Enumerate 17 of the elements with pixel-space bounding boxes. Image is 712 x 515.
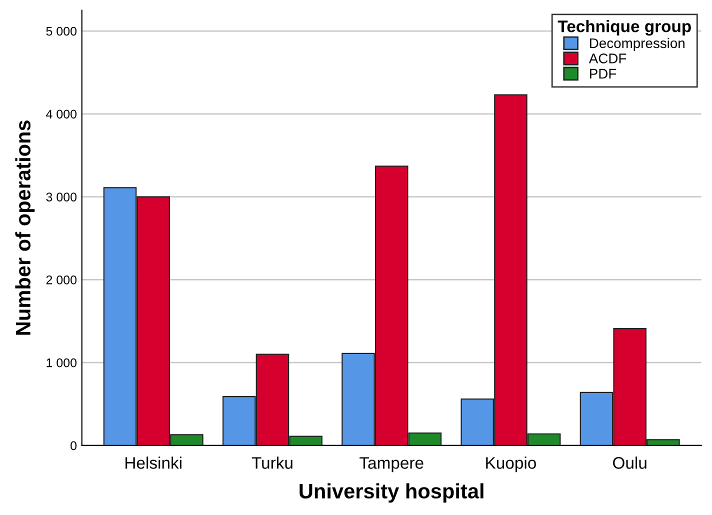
x-tick-label: Tampere — [360, 457, 424, 472]
y-tick-label: 2 000 — [46, 275, 77, 284]
y-tick-label: 5 000 — [46, 26, 77, 36]
legend-label: Decompression — [590, 38, 684, 51]
y-tick-label: 3 000 — [46, 192, 77, 202]
legend-title: Technique group — [558, 20, 691, 36]
x-tick-label: Turku — [252, 456, 292, 469]
legend-label: PDF — [590, 68, 616, 78]
y-tick-label: 1 000 — [46, 358, 77, 368]
y-tick-label: 4 000 — [46, 110, 77, 119]
legend-label: ACDF — [588, 54, 626, 64]
x-axis-title: University hospital — [300, 483, 484, 503]
x-tick-label: Helsinki — [126, 456, 182, 469]
y-axis-title: Number of operations — [15, 120, 35, 335]
x-tick-label: Kuopio — [486, 456, 536, 472]
y-tick-label: 0 — [70, 441, 77, 450]
x-tick-label: Oulu — [613, 456, 646, 469]
